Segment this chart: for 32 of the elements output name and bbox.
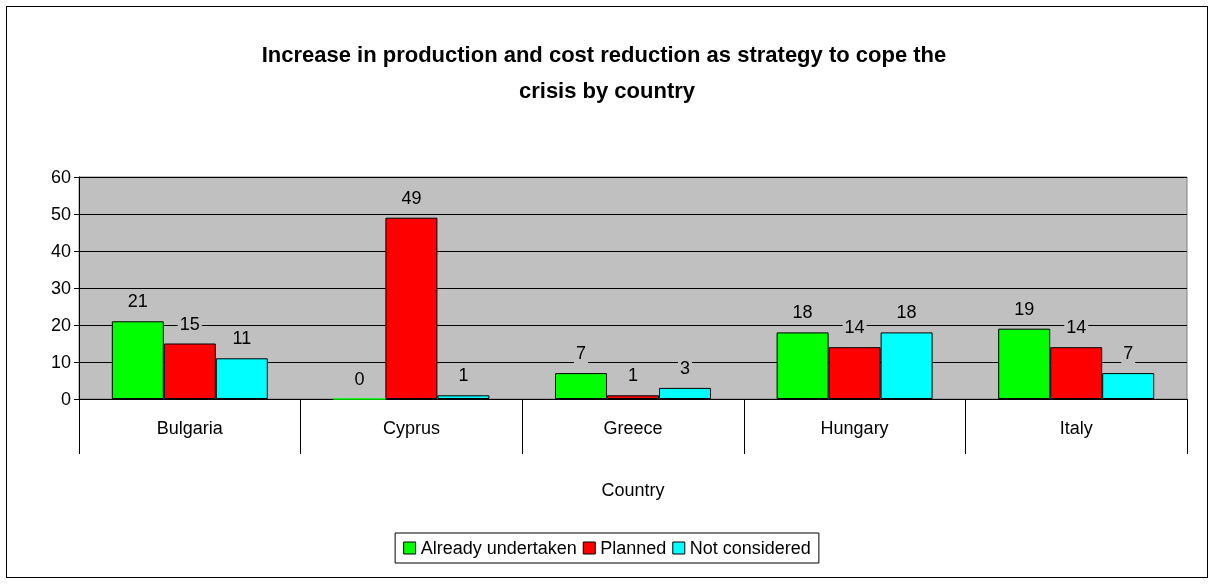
legend-label: Not considered — [689, 538, 811, 558]
legend-label: Already undertaken — [420, 538, 577, 558]
data-label: 0 — [354, 368, 365, 389]
data-label: 7 — [1123, 343, 1134, 364]
y-tick-label: 60 — [50, 167, 71, 187]
data-label: 14 — [844, 317, 865, 338]
data-label: 7 — [575, 343, 587, 364]
data-label: 15 — [179, 313, 200, 334]
y-tick-label: 30 — [50, 278, 71, 298]
chart-title: Increase in production and cost reduction as strategy to cope the crisis by country — [261, 41, 953, 103]
data-label: 1 — [458, 365, 469, 386]
y-tick-label: 40 — [50, 241, 71, 261]
data-label: 19 — [1014, 298, 1035, 319]
x-axis-title: Country — [601, 480, 665, 500]
y-tick-label: 0 — [60, 389, 71, 409]
data-label: 14 — [1066, 317, 1087, 338]
x-tick-label: Greece — [603, 418, 663, 438]
data-label: 1 — [627, 365, 639, 386]
y-tick-label: 10 — [50, 352, 71, 372]
legend-label: Planned — [600, 538, 667, 558]
data-label: 18 — [792, 302, 813, 323]
x-tick-label: Hungary — [820, 418, 889, 438]
x-tick-label: Bulgaria — [156, 418, 224, 438]
x-tick-label: Italy — [1059, 418, 1093, 438]
data-label: 11 — [232, 328, 252, 349]
x-tick-label: Cyprus — [382, 418, 440, 438]
y-tick-label: 50 — [50, 204, 71, 224]
data-label: 18 — [896, 302, 917, 323]
data-label: 49 — [401, 187, 422, 208]
data-label: 3 — [679, 357, 691, 378]
y-tick-label: 20 — [50, 315, 71, 335]
data-label: 21 — [127, 291, 148, 312]
